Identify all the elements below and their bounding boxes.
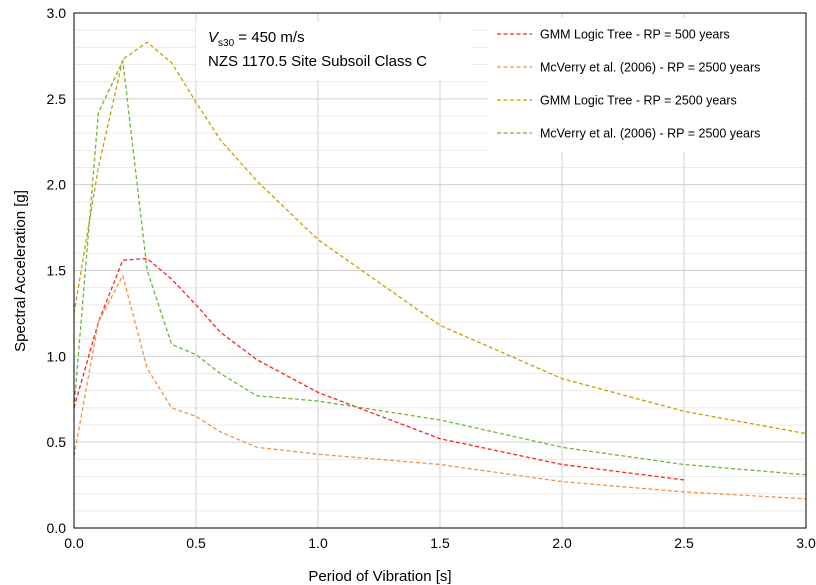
plot-area-frame — [73, 12, 807, 529]
y-tick-label: 1.5 — [47, 263, 67, 279]
x-tick-label: 1.5 — [430, 535, 450, 551]
series-lines — [73, 41, 807, 500]
y-tick-label: 2.5 — [47, 91, 67, 107]
y-tick-label: 0.0 — [47, 520, 67, 536]
x-axis-ticks: 0.0 0.5 1.0 1.5 2.0 2.5 3.0 — [64, 535, 816, 551]
site-class-annotation: NZS 1170.5 Site Subsoil Class C — [208, 53, 427, 70]
x-tick-label: 0.5 — [186, 535, 206, 551]
y-tick-label: 3.0 — [47, 5, 67, 21]
legend: GMM Logic Tree - RP = 500 years McVerry e… — [488, 18, 804, 152]
y-axis-label: Spectral Acceleration [g] — [12, 190, 29, 352]
x-tick-label: 3.0 — [796, 535, 816, 551]
series-line-2 — [73, 273, 807, 500]
vs-symbol: V — [208, 29, 220, 46]
legend-label-1: GMM Logic Tree - RP = 500 years — [540, 28, 730, 42]
y-axis-ticks: 0.0 0.5 1.0 1.5 2.0 2.5 3.0 — [47, 5, 67, 536]
x-tick-label: 1.0 — [308, 535, 328, 551]
legend-label-4: McVerry et al. (2006) - RP = 2500 years — [540, 127, 760, 141]
series-line-3 — [73, 41, 807, 435]
x-axis-label: Period of Vibration [s] — [308, 568, 451, 585]
series-line-4 — [73, 58, 807, 476]
x-tick-label: 0.0 — [64, 535, 84, 551]
vs30-annotation: Vs30 = 450 m/s — [208, 29, 305, 49]
vs-value: = 450 m/s — [234, 29, 304, 46]
legend-label-2: McVerry et al. (2006) - RP = 2500 years — [540, 61, 760, 75]
x-tick-label: 2.5 — [674, 535, 694, 551]
legend-label-3: GMM Logic Tree - RP = 2500 years — [540, 94, 737, 108]
y-tick-label: 2.0 — [47, 177, 67, 193]
vs-subscript: s30 — [218, 38, 235, 49]
annotation-box: Vs30 = 450 m/s NZS 1170.5 Site Subsoil C… — [196, 22, 472, 80]
series-line-1 — [73, 257, 685, 481]
y-tick-label: 1.0 — [47, 348, 67, 364]
y-tick-label: 0.5 — [47, 434, 67, 450]
x-tick-label: 2.0 — [552, 535, 572, 551]
